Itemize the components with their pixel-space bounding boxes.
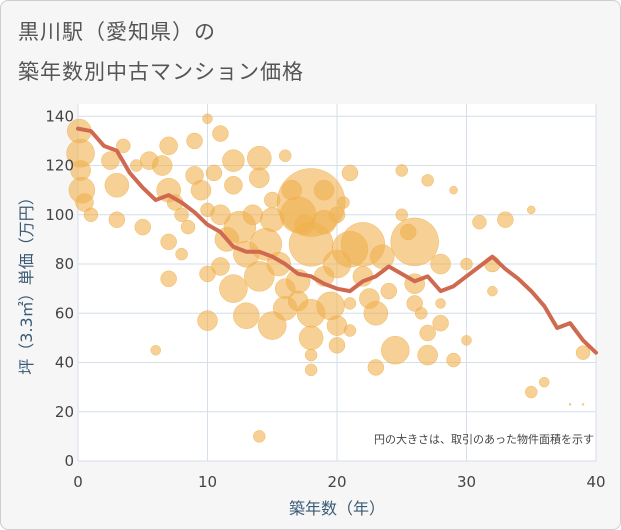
data-bubble bbox=[75, 193, 94, 212]
data-bubble bbox=[249, 167, 270, 189]
data-bubble bbox=[160, 270, 177, 288]
data-bubble bbox=[432, 314, 449, 332]
data-bubble bbox=[253, 430, 266, 443]
data-bubble bbox=[538, 376, 550, 388]
data-bubble bbox=[313, 179, 335, 201]
data-bubble bbox=[211, 257, 230, 276]
data-bubble bbox=[108, 211, 126, 228]
data-bubble bbox=[244, 261, 275, 292]
data-bubble bbox=[370, 244, 395, 269]
data-bubble bbox=[190, 179, 212, 201]
data-bubble bbox=[159, 136, 178, 156]
data-bubble bbox=[205, 164, 223, 182]
data-bubble bbox=[134, 218, 151, 236]
data-bubble bbox=[101, 151, 120, 170]
data-bubble bbox=[472, 214, 487, 230]
trend-line-layer bbox=[76, 126, 598, 355]
data-bubble bbox=[222, 149, 245, 172]
y-tick-label: 140 bbox=[45, 107, 74, 125]
data-bubble bbox=[568, 403, 572, 406]
data-bubble bbox=[298, 325, 324, 351]
data-bubble bbox=[180, 219, 196, 235]
y-tick-label: 40 bbox=[55, 354, 74, 372]
y-axis-label: 坪（3.3㎡）単価（万円） bbox=[17, 189, 36, 374]
x-tick-label: 10 bbox=[198, 473, 217, 491]
bubble-layer bbox=[66, 113, 591, 443]
data-bubble bbox=[104, 172, 130, 198]
data-bubble bbox=[278, 149, 292, 162]
data-bubble bbox=[419, 324, 436, 342]
data-bubble bbox=[328, 337, 346, 354]
data-bubble bbox=[116, 138, 131, 154]
x-tick-label: 20 bbox=[327, 473, 346, 491]
data-bubble bbox=[160, 233, 177, 251]
data-bubble bbox=[487, 285, 498, 297]
data-bubble bbox=[174, 207, 189, 223]
y-tick-label: 80 bbox=[55, 255, 74, 273]
data-bubble bbox=[497, 211, 514, 228]
y-tick-label: 0 bbox=[64, 452, 74, 470]
data-bubble bbox=[406, 295, 423, 312]
data-bubble bbox=[202, 113, 213, 125]
y-tick-label: 20 bbox=[55, 403, 74, 421]
x-tick-label: 0 bbox=[73, 473, 83, 491]
data-bubble bbox=[70, 160, 91, 181]
data-bubble bbox=[341, 164, 359, 182]
data-bubble bbox=[367, 359, 385, 376]
data-bubble bbox=[197, 310, 218, 331]
data-bubble bbox=[151, 155, 173, 176]
average-price-line bbox=[76, 126, 598, 355]
data-bubble bbox=[304, 348, 318, 362]
data-bubble bbox=[414, 307, 428, 320]
data-bubble bbox=[421, 174, 434, 187]
chart-title-line2: 築年数別中古マンション価格 bbox=[18, 60, 304, 84]
x-axis-label: 築年数（年） bbox=[289, 499, 385, 518]
data-bubble bbox=[343, 297, 357, 310]
data-bubble bbox=[430, 253, 451, 275]
data-bubble bbox=[224, 175, 243, 195]
y-tick-label: 60 bbox=[55, 304, 74, 322]
data-bubble bbox=[337, 196, 350, 209]
data-bubble bbox=[395, 208, 408, 222]
data-bubble bbox=[381, 335, 410, 365]
data-bubble bbox=[316, 291, 345, 321]
data-bubble bbox=[460, 257, 473, 271]
data-bubble bbox=[380, 282, 398, 300]
data-bubble bbox=[581, 403, 585, 406]
data-bubble bbox=[304, 363, 318, 377]
data-bubble bbox=[363, 301, 389, 326]
chart-title-line1: 黒川駅（愛知県）の bbox=[18, 20, 216, 44]
data-bubble bbox=[150, 344, 161, 356]
data-bubble bbox=[390, 217, 439, 267]
x-tick-label: 40 bbox=[586, 473, 605, 491]
data-bubble bbox=[527, 205, 536, 215]
data-bubble bbox=[83, 207, 99, 223]
data-bubble bbox=[525, 385, 538, 399]
data-bubble bbox=[233, 302, 260, 329]
data-bubble bbox=[435, 298, 446, 309]
data-bubble bbox=[242, 204, 264, 226]
data-bubble bbox=[395, 164, 408, 177]
data-bubble bbox=[575, 345, 591, 360]
x-tick-label: 30 bbox=[457, 473, 476, 491]
data-bubble bbox=[343, 324, 357, 337]
data-bubble bbox=[328, 206, 346, 224]
bubble-size-note: 円の大きさは、取引のあった物件面積を示す bbox=[374, 432, 594, 446]
y-tick-label: 120 bbox=[45, 157, 74, 175]
data-bubble bbox=[449, 185, 458, 195]
data-bubble bbox=[186, 132, 203, 150]
data-bubble bbox=[446, 352, 461, 368]
data-bubble bbox=[219, 274, 248, 303]
data-bubble bbox=[175, 247, 188, 261]
axis-ticks: 0 10 20 30 40 0 20 40 60 80 100 120 140 bbox=[45, 107, 605, 491]
data-bubble bbox=[212, 125, 229, 142]
y-tick-label: 100 bbox=[45, 206, 74, 224]
data-bubble bbox=[461, 335, 472, 346]
data-bubble bbox=[247, 145, 272, 171]
data-bubble bbox=[326, 315, 348, 336]
data-bubble bbox=[417, 344, 438, 366]
